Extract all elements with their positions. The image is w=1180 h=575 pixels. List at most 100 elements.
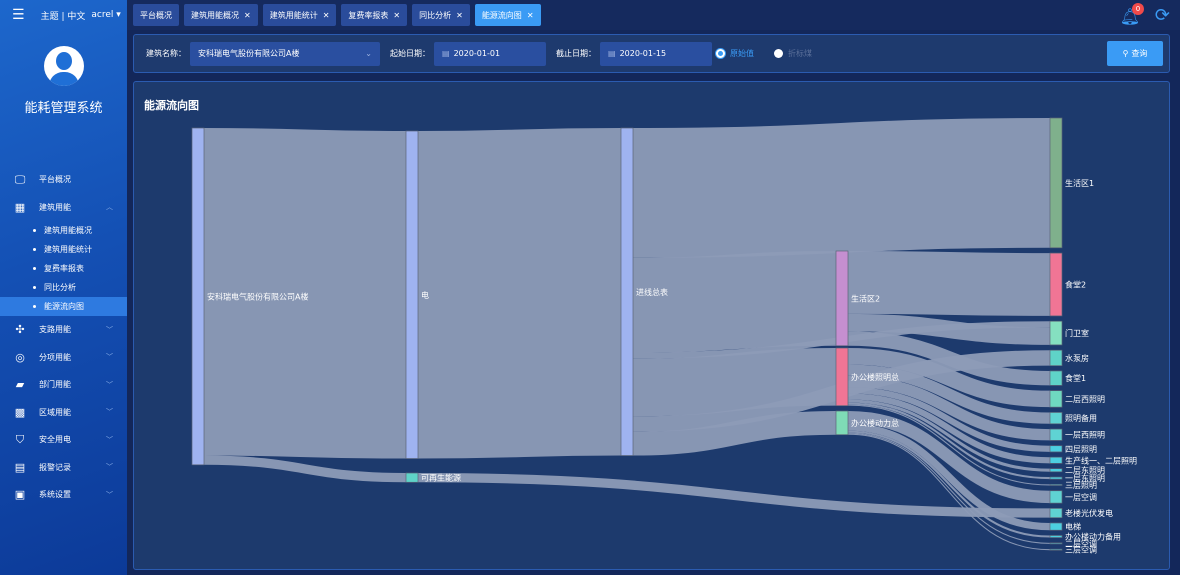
sankey-link[interactable] — [417, 128, 622, 459]
sankey-link[interactable] — [847, 387, 1051, 452]
sankey-node[interactable] — [1049, 390, 1063, 408]
sankey-node-label: 门卫室 — [1065, 328, 1089, 338]
sidebar-item-5[interactable]: ▩ 区域用能 ﹀ — [0, 399, 127, 427]
username[interactable]: acrel — [91, 10, 114, 20]
sidebar-item-7[interactable]: ▤ 报警记录 ﹀ — [0, 454, 127, 482]
sankey-link[interactable] — [847, 393, 1051, 464]
tab-4[interactable]: 同比分析 ✕ — [412, 4, 470, 26]
sankey-link[interactable] — [203, 455, 407, 483]
sankey-node[interactable] — [1049, 508, 1063, 519]
sankey-node[interactable] — [1049, 535, 1063, 538]
sidebar-subitem-0[interactable]: 建筑用能概况 — [0, 221, 127, 240]
chevron-down-icon: ﹀ — [106, 490, 113, 499]
sankey-link[interactable] — [847, 251, 1051, 316]
sidebar-item-label: 支路用能 — [39, 325, 71, 335]
sankey-link[interactable] — [847, 331, 1051, 386]
sankey-node[interactable] — [1049, 428, 1063, 441]
theme-switch[interactable]: 主题 | 中文 — [40, 11, 86, 22]
sankey-node-label: 三层空调 — [1065, 545, 1097, 555]
sankey-node[interactable] — [405, 130, 419, 459]
sidebar-item-1[interactable]: ▦ 建筑用能 ︿ — [0, 194, 127, 222]
sankey-node[interactable] — [1049, 476, 1063, 480]
sidebar-item-2[interactable]: ✣ 支路用能 ﹀ — [0, 316, 127, 344]
sankey-node[interactable] — [1049, 484, 1063, 486]
sankey-node[interactable] — [1049, 412, 1063, 425]
sankey-link[interactable] — [847, 399, 1051, 472]
user-menu[interactable]: acrel ▾ — [91, 10, 121, 20]
menu-icon[interactable]: ☰ — [12, 7, 25, 23]
theme-label[interactable]: 主题 — [40, 11, 59, 22]
query-button[interactable]: ⚲ 查询 — [1107, 41, 1163, 66]
language-switch[interactable]: 中文 — [67, 11, 86, 22]
sankey-node[interactable] — [835, 347, 849, 407]
end-date-input[interactable]: ▤ 2020-01-15 — [600, 41, 712, 66]
sankey-link[interactable] — [417, 473, 1051, 518]
sankey-link[interactable] — [847, 313, 1051, 345]
sankey-node[interactable] — [1049, 349, 1063, 367]
tab-3[interactable]: 复费率报表 ✕ — [341, 4, 408, 26]
sankey-node[interactable] — [835, 250, 849, 347]
tab-0[interactable]: 平台概况 — [133, 4, 179, 26]
close-icon[interactable]: ✕ — [393, 10, 401, 20]
sankey-link[interactable] — [203, 128, 407, 459]
radio-raw-value[interactable]: 原始值 — [716, 48, 754, 59]
tab-2[interactable]: 建筑用能统计 ✕ — [262, 4, 337, 26]
sankey-link[interactable] — [847, 404, 1051, 486]
sankey-link[interactable] — [847, 402, 1051, 480]
sankey-node[interactable] — [1049, 490, 1063, 504]
close-icon[interactable]: ✕ — [244, 10, 251, 20]
sankey-link[interactable] — [847, 411, 1051, 504]
start-date-input[interactable]: ▤ 2020-01-01 — [434, 41, 546, 66]
settings-icon: ▣ — [14, 488, 26, 502]
sidebar-subitem-1[interactable]: 建筑用能统计 — [0, 240, 127, 259]
sidebar-item-label: 安全用电 — [39, 435, 71, 445]
tab-5[interactable]: 能源流向图 ✕ — [474, 4, 541, 26]
sankey-link[interactable] — [847, 364, 1051, 424]
sankey-node[interactable] — [1049, 252, 1063, 317]
sankey-link[interactable] — [632, 251, 837, 353]
sidebar-item-8[interactable]: ▣ 系统设置 ﹀ — [0, 481, 127, 509]
tab-1[interactable]: 建筑用能概况 ✕ — [184, 4, 258, 26]
sankey-node-label: 一层西照明 — [1065, 431, 1105, 440]
close-icon[interactable]: ✕ — [322, 10, 330, 20]
calendar-icon: ▤ — [608, 49, 616, 58]
sankey-node[interactable] — [620, 127, 634, 456]
sankey-node[interactable] — [1049, 445, 1063, 453]
sankey-link[interactable] — [847, 430, 1051, 538]
filter-bar: 建筑名称： 安科瑞电气股份有限公司A楼 ⌄ 起始日期： ▤ 2020-01-01 截… — [133, 34, 1170, 73]
sidebar-item-4[interactable]: ▰ 部门用能 ﹀ — [0, 371, 127, 399]
sankey-node[interactable] — [1049, 548, 1063, 551]
sankey-node[interactable] — [1049, 456, 1063, 464]
sankey-node[interactable] — [1049, 370, 1063, 386]
sankey-link[interactable] — [632, 348, 837, 417]
sankey-node[interactable] — [1049, 320, 1063, 346]
sankey-node[interactable] — [405, 472, 419, 483]
sidebar-subitem-2[interactable]: 复费率报表 — [0, 259, 127, 278]
sankey-link[interactable] — [847, 375, 1051, 441]
building-select[interactable]: 安科瑞电气股份有限公司A楼 ⌄ — [190, 41, 380, 66]
radio-standard-coal[interactable]: 折标煤 — [774, 48, 812, 59]
sidebar-item-3[interactable]: ◎ 分项用能 ﹀ — [0, 344, 127, 372]
sankey-node[interactable] — [191, 127, 205, 466]
sankey-node[interactable] — [835, 410, 849, 436]
sankey-node[interactable] — [1049, 542, 1063, 545]
sankey-link[interactable] — [632, 411, 837, 456]
sankey-node[interactable] — [1049, 117, 1063, 249]
radio-unchecked-icon — [774, 49, 783, 58]
sankey-link[interactable] — [847, 433, 1051, 551]
building-label: 建筑名称： — [146, 49, 186, 58]
chevron-down-icon: ⌄ — [365, 49, 372, 58]
sidebar-subitem-3[interactable]: 同比分析 — [0, 278, 127, 297]
close-icon[interactable]: ✕ — [456, 10, 463, 20]
sankey-link[interactable] — [847, 432, 1051, 544]
close-icon[interactable]: ✕ — [526, 10, 534, 20]
refresh-icon[interactable]: ⟳ — [1154, 5, 1170, 26]
sankey-node[interactable] — [1049, 522, 1063, 531]
sidebar-item-6[interactable]: ⛉ 安全用电 ﹀ — [0, 426, 127, 454]
sidebar-item-0[interactable]: 🖵︎ 平台概况 — [0, 166, 127, 194]
sankey-link[interactable] — [847, 423, 1051, 531]
sankey-node[interactable] — [1049, 468, 1063, 473]
sankey-link[interactable] — [847, 348, 1051, 408]
sidebar-subitem-4[interactable]: 能源流向图 — [0, 297, 127, 316]
sankey-link[interactable] — [632, 118, 1051, 258]
